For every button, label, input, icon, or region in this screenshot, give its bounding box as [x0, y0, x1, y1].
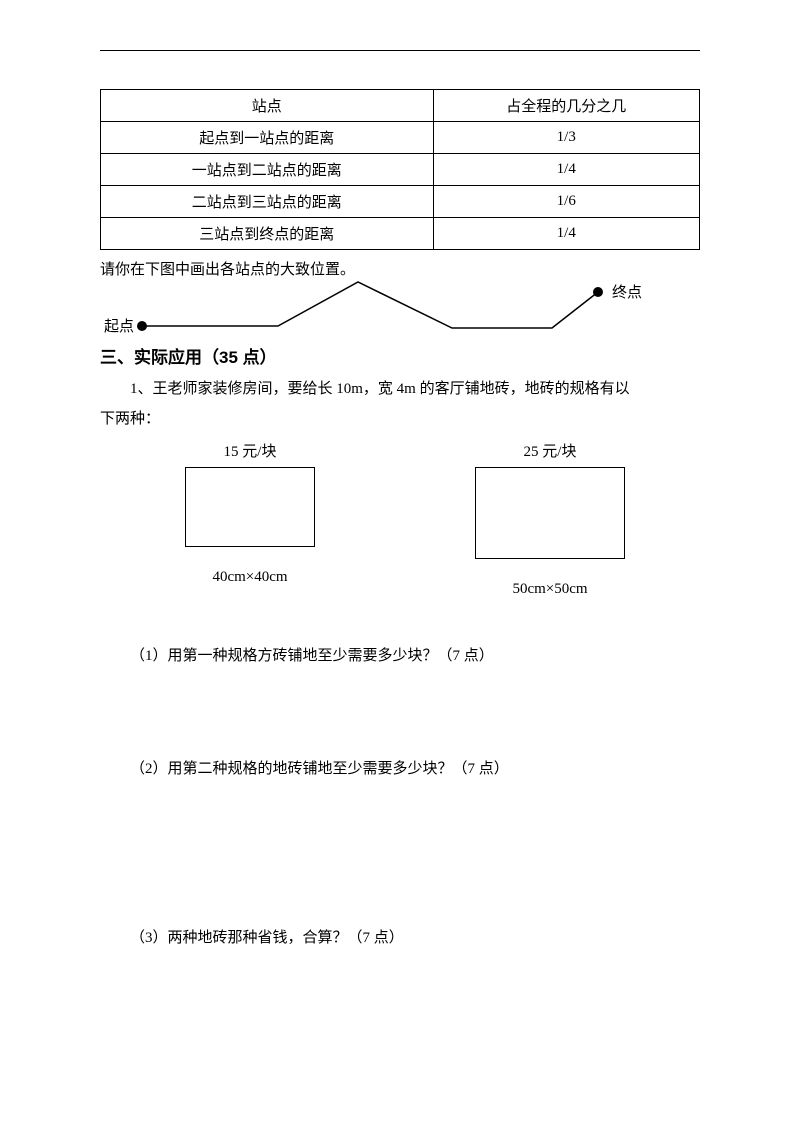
tile-a-price: 15 元/块	[224, 440, 277, 461]
tile-a-dim: 40cm×40cm	[212, 569, 287, 586]
cell-left: 二站点到三站点的距离	[101, 186, 434, 218]
question-2: （2）用第二种规格的地砖铺地至少需要多少块？（7 点）	[130, 757, 700, 778]
table-row: 起点到一站点的距离 1/3	[101, 122, 700, 154]
cell-right: 1/3	[433, 122, 699, 154]
cell-right: 1/6	[433, 186, 699, 218]
section-title: 三、实际应用（35 点）	[100, 343, 700, 368]
tile-b-dim: 50cm×50cm	[512, 581, 587, 598]
cell-right: 1/4	[433, 154, 699, 186]
cell-left: 一站点到二站点的距离	[101, 154, 434, 186]
problem1-intro: 1、王老师家装修房间，要给长 10m，宽 4m 的客厅铺地砖，地砖的规格有以	[100, 374, 700, 404]
table-row: 三站点到终点的距离 1/4	[101, 218, 700, 250]
p1-line1: 1、王老师家装修房间，要给长 10m，宽 4m 的客厅铺地砖，地砖的规格有以	[130, 381, 630, 397]
tile-a-box	[185, 467, 315, 547]
question-3: （3）两种地砖那种省钱，合算？（7 点）	[130, 926, 700, 947]
th-fraction: 占全程的几分之几	[433, 90, 699, 122]
table-row: 一站点到二站点的距离 1/4	[101, 154, 700, 186]
cell-left: 三站点到终点的距离	[101, 218, 434, 250]
table-row: 二站点到三站点的距离 1/6	[101, 186, 700, 218]
table-header-row: 站点 占全程的几分之几	[101, 90, 700, 122]
svg-text:起点: 起点	[104, 318, 134, 335]
question-1: （1）用第一种规格方砖铺地至少需要多少块？（7 点）	[130, 644, 700, 665]
cell-right: 1/4	[433, 218, 699, 250]
top-rule	[100, 50, 700, 51]
p1-line2: 下两种：	[100, 404, 700, 434]
tile-a-col: 15 元/块 40cm×40cm	[100, 440, 400, 598]
th-station: 站点	[101, 90, 434, 122]
tile-b-box	[475, 467, 625, 559]
svg-text:终点: 终点	[612, 284, 642, 301]
tiles-row: 15 元/块 40cm×40cm 25 元/块 50cm×50cm	[100, 440, 700, 598]
station-table: 站点 占全程的几分之几 起点到一站点的距离 1/3 一站点到二站点的距离 1/4…	[100, 89, 700, 250]
page: 站点 占全程的几分之几 起点到一站点的距离 1/3 一站点到二站点的距离 1/4…	[0, 0, 800, 1132]
instruction-text: 请你在下图中画出各站点的大致位置。	[100, 258, 700, 279]
route-diagram: 起点 终点	[100, 279, 700, 339]
cell-left: 起点到一站点的距离	[101, 122, 434, 154]
tile-b-col: 25 元/块 50cm×50cm	[400, 440, 700, 598]
tile-b-price: 25 元/块	[524, 440, 577, 461]
route-svg: 起点 终点	[100, 279, 700, 339]
